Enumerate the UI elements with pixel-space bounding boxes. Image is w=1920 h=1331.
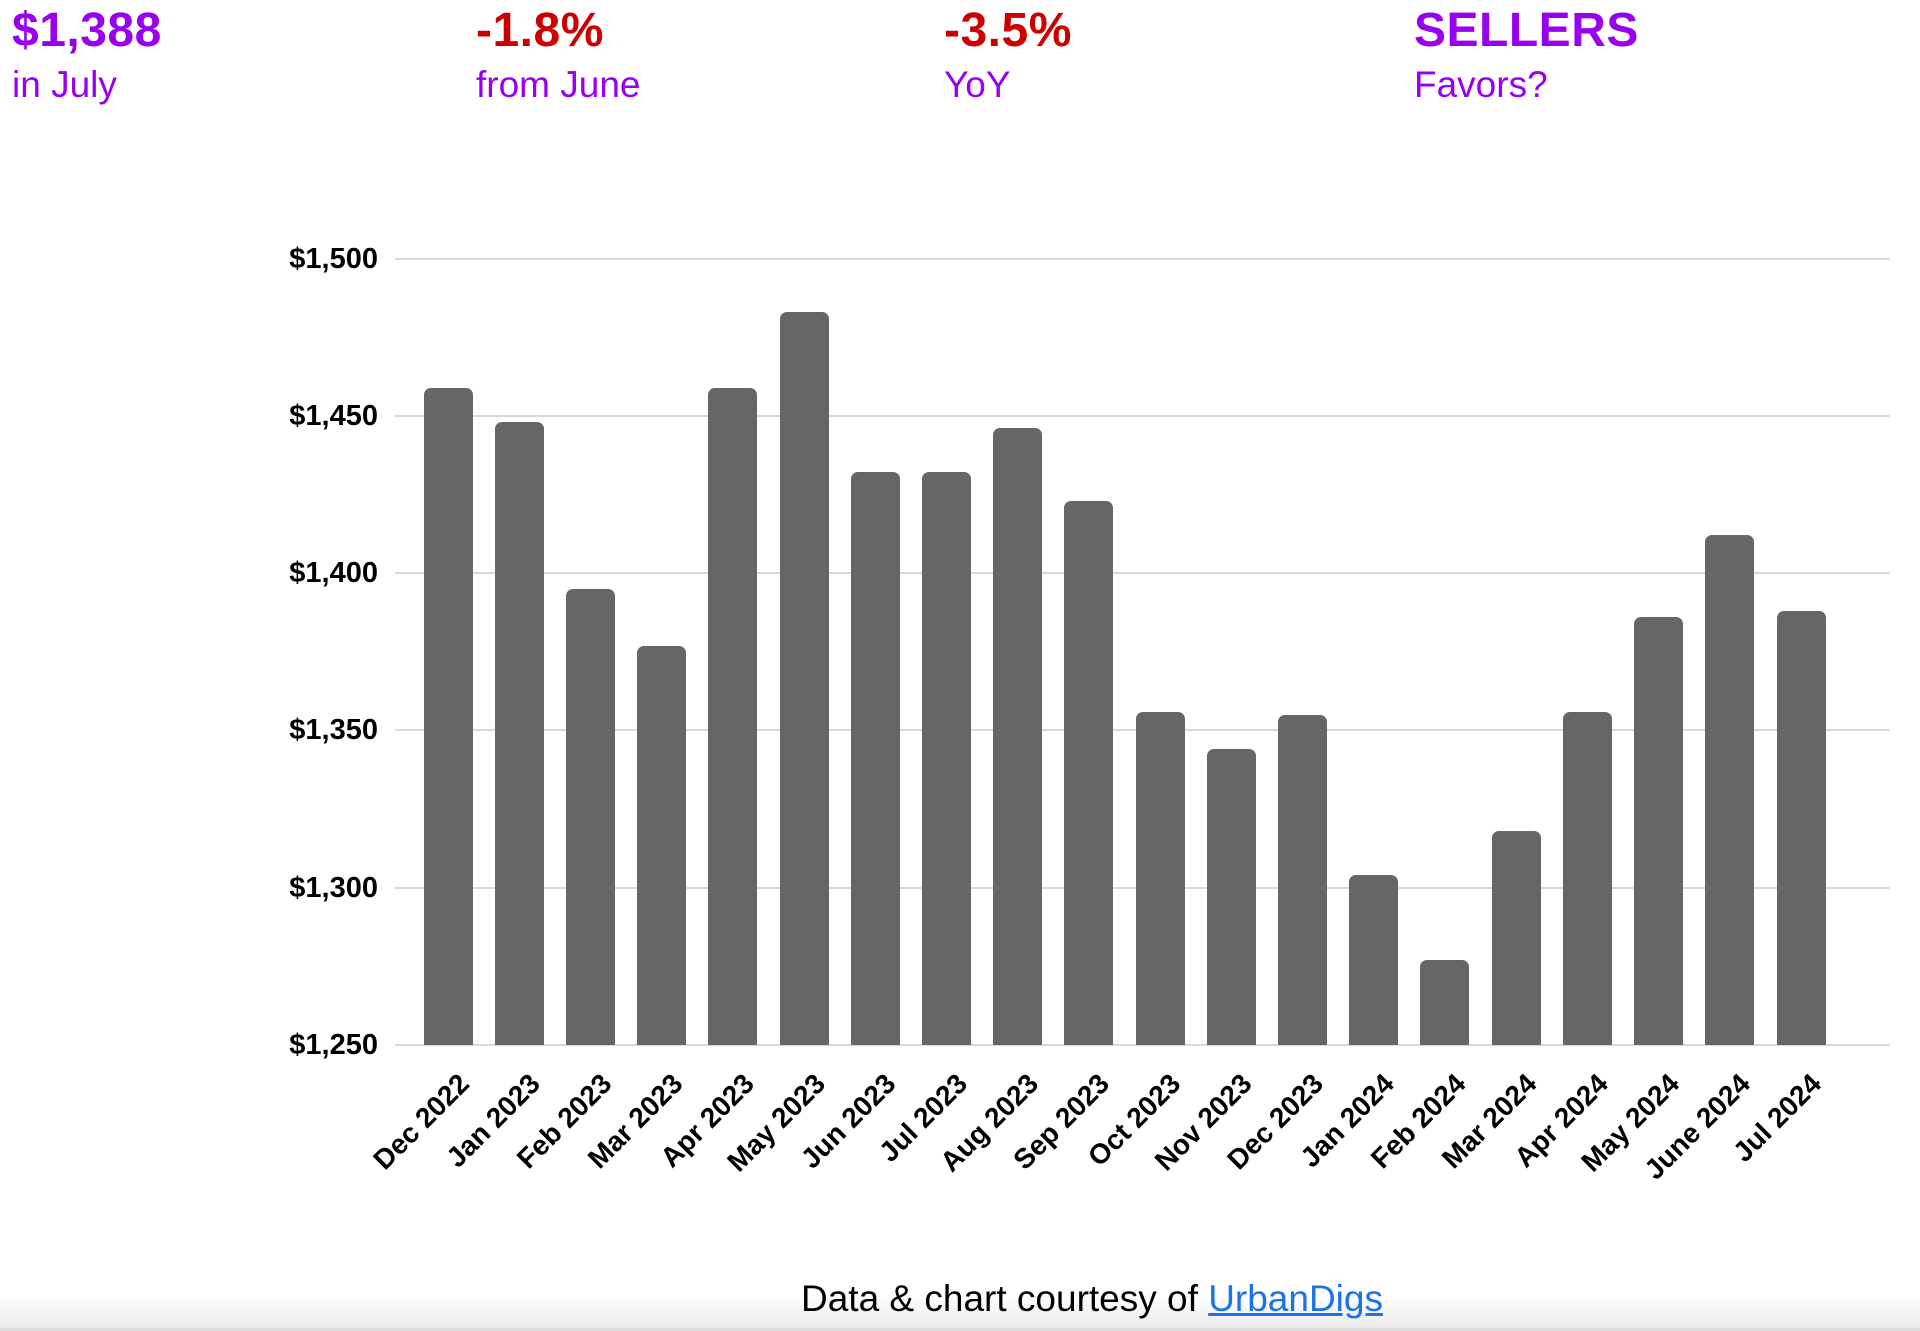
stat-price-label: in July	[12, 64, 117, 106]
bar-jan-2023	[494, 422, 544, 1045]
stat-mom-value: -1.8%	[476, 4, 604, 57]
bar-feb-2023	[565, 588, 615, 1045]
stat-price-in-july: $1,388 in July	[12, 4, 162, 107]
bar-apr-2024	[1562, 711, 1612, 1045]
bottom-edge-band	[0, 1294, 1920, 1331]
bar-jun-2023	[850, 472, 900, 1045]
y-axis-label-1350: $1,350	[289, 714, 378, 747]
gridline-1250	[395, 1044, 1890, 1046]
bar-june-2024	[1705, 535, 1755, 1045]
bar-may-2023	[779, 312, 829, 1045]
bar-apr-2023	[708, 387, 758, 1045]
bar-aug-2023	[993, 428, 1043, 1045]
y-axis-label-1400: $1,400	[289, 557, 378, 590]
stat-price-value: $1,388	[12, 4, 162, 57]
footer-credit: Data & chart courtesy of UrbanDigs	[132, 1278, 1920, 1320]
stat-favors-label: Favors?	[1414, 64, 1548, 106]
bar-jul-2024	[1776, 610, 1826, 1045]
bar-jan-2024	[1349, 875, 1399, 1045]
bar-nov-2023	[1206, 749, 1256, 1045]
footer-credit-text: Data & chart courtesy of	[801, 1278, 1198, 1319]
gridline-1450	[395, 414, 1890, 417]
stat-yoy-label: YoY	[944, 64, 1011, 106]
bar-feb-2024	[1420, 960, 1470, 1045]
bar-dec-2023	[1278, 714, 1327, 1045]
gridline-1500	[395, 257, 1890, 260]
stat-favors-value: SELLERS	[1414, 4, 1639, 57]
y-axis-label-1300: $1,300	[289, 871, 378, 904]
bar-dec-2022	[423, 387, 473, 1045]
bar-jul-2023	[922, 472, 971, 1045]
bar-oct-2023	[1135, 711, 1185, 1045]
stat-yoy-value: -3.5%	[944, 4, 1072, 57]
stat-month-over-month: -1.8% from June	[476, 4, 641, 107]
bar-mar-2024	[1491, 831, 1541, 1045]
stat-year-over-year: -3.5% YoY	[944, 4, 1072, 107]
y-axis-label-1250: $1,250	[289, 1029, 378, 1061]
gridline-1400	[395, 572, 1890, 575]
y-axis-label-1450: $1,450	[289, 399, 378, 432]
stat-market-favors: SELLERS Favors?	[1414, 4, 1639, 107]
bar-may-2024	[1634, 617, 1684, 1045]
urbandigs-link[interactable]: UrbanDigs	[1208, 1278, 1383, 1319]
y-axis-label-1500: $1,500	[289, 242, 378, 275]
stat-mom-label: from June	[476, 64, 641, 106]
bar-sep-2023	[1064, 500, 1114, 1045]
bar-mar-2023	[637, 645, 687, 1045]
